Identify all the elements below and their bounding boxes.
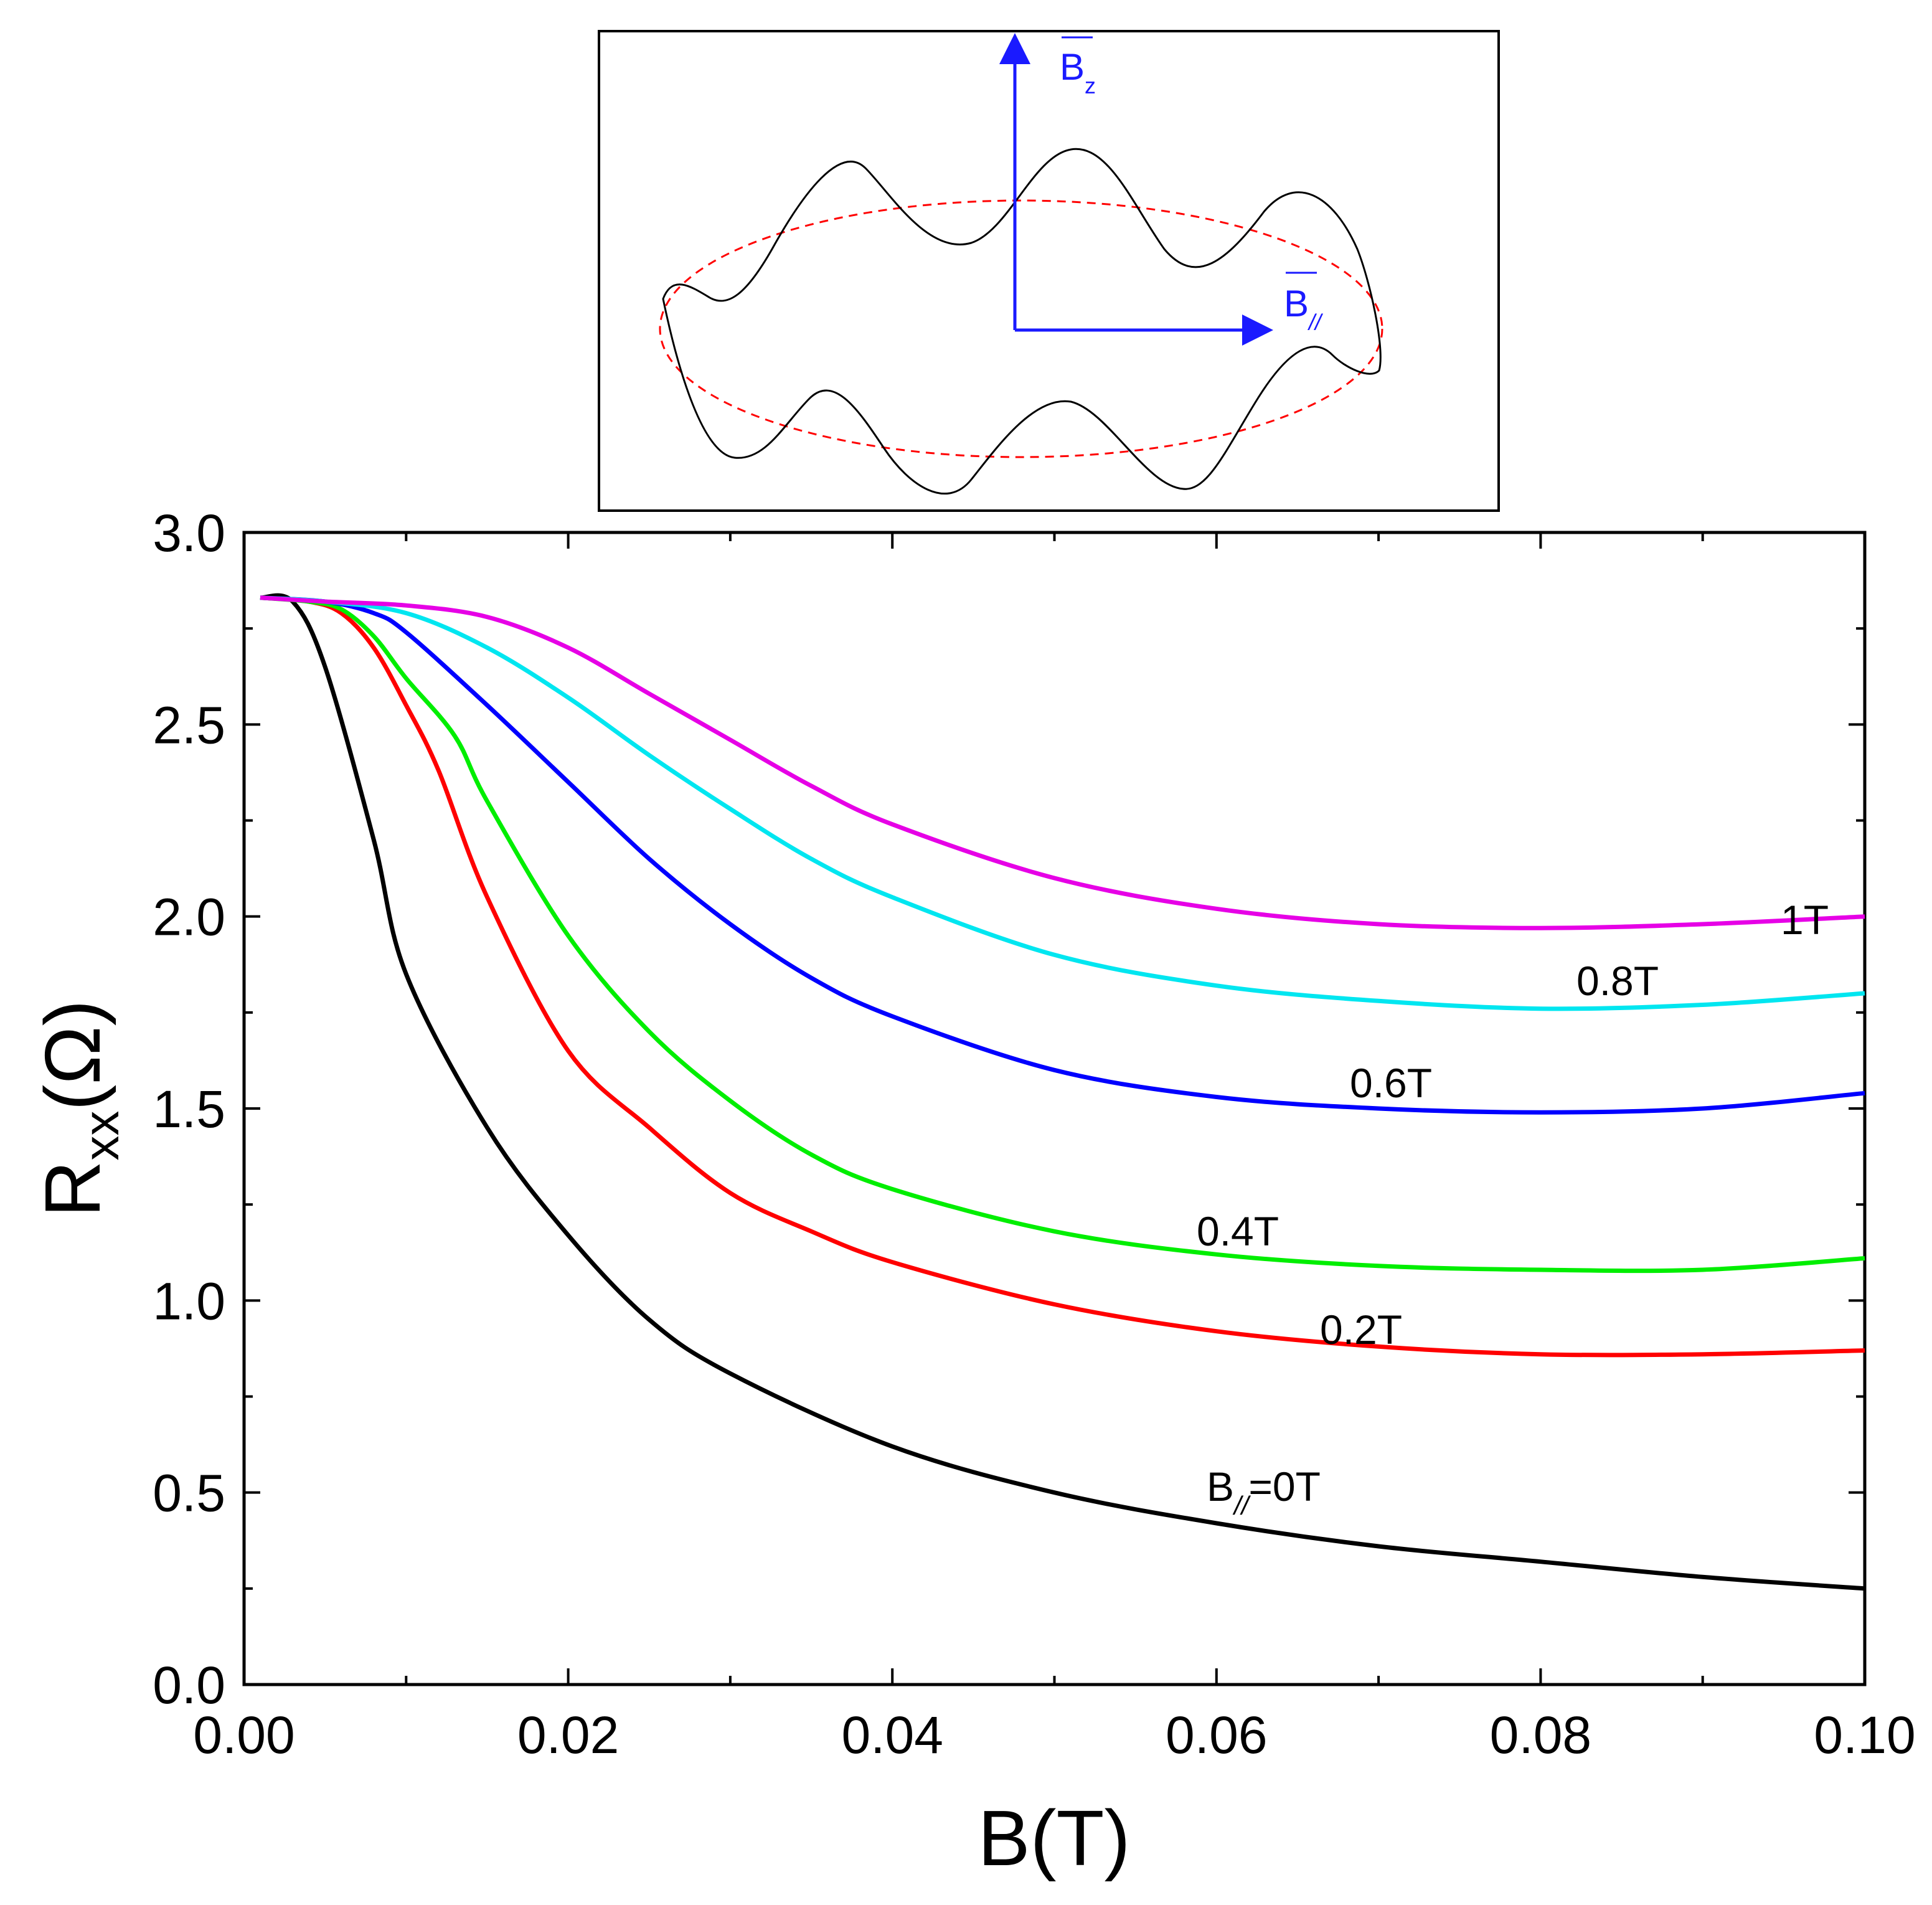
curve-label-1T: 1T <box>1781 897 1829 943</box>
x-tick-label: 0.06 <box>1166 1706 1268 1764</box>
y-tick-label: 2.0 <box>153 888 225 947</box>
curve-label-0.2T: 0.2T <box>1320 1307 1402 1353</box>
bz-label: Bz <box>1060 46 1096 98</box>
inset-frame <box>598 30 1500 512</box>
x-tick-labels: 0.00 0.02 0.04 0.06 0.08 0.10 <box>193 1706 1916 1764</box>
x-tick-label: 0.08 <box>1490 1706 1592 1764</box>
x-tick-label: 0.04 <box>841 1706 943 1764</box>
curve-label-0T: B//=0T <box>1207 1463 1321 1520</box>
series-line-B//=0T <box>260 593 1865 1591</box>
curve-label-0.8T: 0.8T <box>1576 958 1659 1004</box>
x-tick-label: 0.02 <box>517 1706 620 1764</box>
curve-label-0.4T: 0.4T <box>1197 1208 1279 1254</box>
y-tick-label: 0.5 <box>153 1464 225 1523</box>
x-tick-label: 0.00 <box>193 1706 295 1764</box>
y-tick-label: 2.5 <box>153 696 225 754</box>
y-tick-labels: 0.0 0.5 1.0 1.5 2.0 2.5 3.0 <box>153 504 225 1714</box>
inset-diagram: Bz B// <box>598 30 1500 512</box>
fermi-ellipse <box>659 199 1383 458</box>
y-tick-label: 1.0 <box>153 1272 225 1330</box>
series-lines <box>260 593 1865 1591</box>
y-tick-label: 1.5 <box>153 1080 225 1138</box>
series-line-0.6T <box>260 595 1865 1115</box>
y-tick-label: 3.0 <box>153 504 225 562</box>
series-line-0.2T <box>260 595 1865 1358</box>
curve-label-0.6T: 0.6T <box>1350 1060 1432 1106</box>
axis-ticks <box>243 531 1866 1686</box>
bpar-label: B// <box>1284 283 1324 335</box>
series-line-0.4T <box>260 595 1865 1274</box>
x-tick-label: 0.10 <box>1814 1706 1916 1764</box>
y-tick-label: 0.0 <box>153 1656 225 1714</box>
y-axis-title: Rxx(Ω) <box>29 1000 129 1217</box>
series-line-0.8T <box>260 595 1865 1011</box>
series-line-1T <box>260 595 1865 930</box>
x-axis-title: B(T) <box>978 1794 1131 1882</box>
wavy-fermi-contour <box>662 148 1382 495</box>
